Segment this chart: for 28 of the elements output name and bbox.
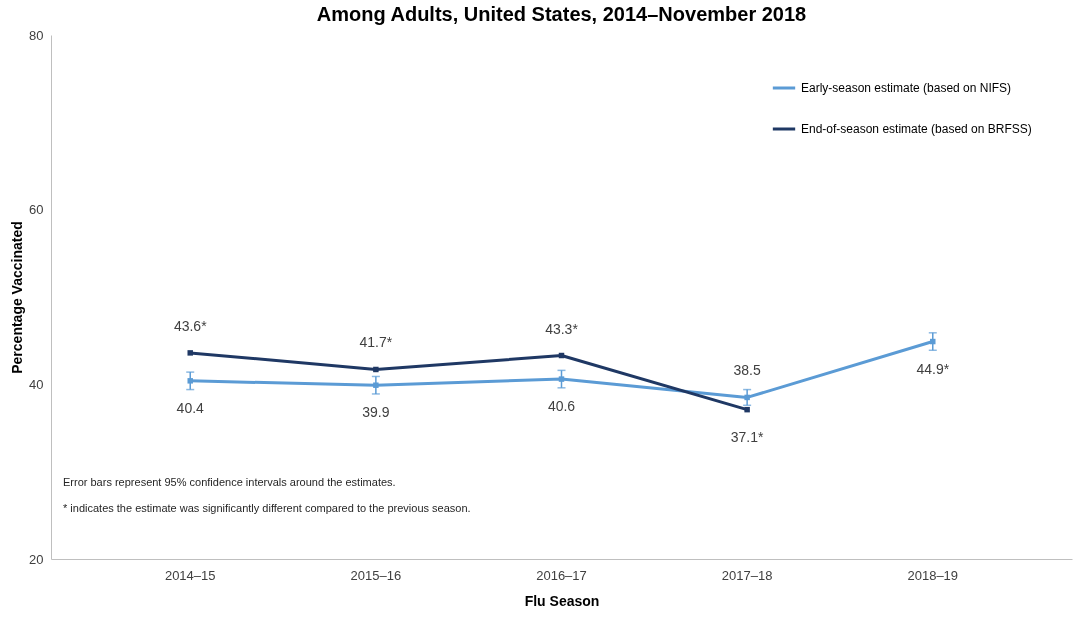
legend-label: End-of-season estimate (based on BRFSS) [801, 122, 1032, 136]
y-tick-label: 60 [29, 202, 44, 218]
x-tick-label: 2017–18 [721, 567, 773, 583]
y-tick-label: 20 [29, 551, 44, 567]
data-label: 43.6* [173, 317, 208, 334]
x-axis-title: Flu Season [524, 592, 600, 609]
chart-title: Among Adults, United States, 2014–November 2018 [316, 3, 807, 25]
point [744, 406, 750, 413]
x-tick-label: 2014–15 [164, 567, 216, 583]
data-label: 39.9 [362, 404, 390, 421]
data-label: 37.1* [730, 428, 765, 445]
y-tick-label: 40 [29, 376, 44, 392]
legend-label: Early-season estimate (based on NIFS) [801, 81, 1012, 95]
data-label: 40.6 [547, 398, 576, 415]
data-label: 41.7* [359, 334, 393, 351]
data-label: 38.5 [733, 362, 761, 379]
point [373, 366, 379, 373]
y-tick-label: 80 [29, 27, 44, 43]
annotation: Error bars represent 95% confidence intervals around the estimates. [63, 476, 396, 488]
y-axis-title: Percentage Vaccinated [9, 221, 26, 374]
data-label: 40.4 [176, 399, 205, 416]
data-label: 43.3* [545, 320, 579, 337]
x-tick-label: 2016–17 [536, 567, 587, 583]
x-tick-label: 2015–16 [350, 567, 402, 583]
annotation: * indicates the estimate was significantly different compared to the previous season. [63, 502, 471, 514]
point [187, 350, 193, 356]
data-label: 44.9* [916, 360, 950, 377]
x-tick-label: 2018–19 [907, 567, 959, 583]
